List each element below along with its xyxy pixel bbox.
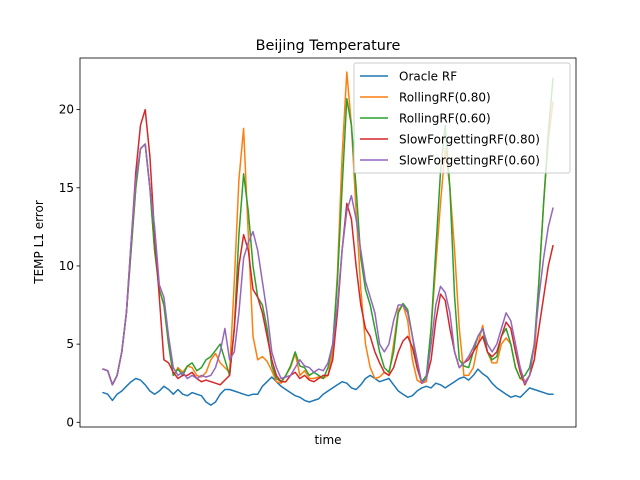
y-tick-label: 15 <box>59 181 74 195</box>
y-tick-label: 5 <box>66 337 74 351</box>
series-line-0 <box>102 368 554 406</box>
y-tick-label: 10 <box>59 259 74 273</box>
y-tick-label: 20 <box>59 103 74 117</box>
x-axis-label: time <box>314 433 341 447</box>
chart-title: Beijing Temperature <box>256 38 401 54</box>
legend: Oracle RF RollingRF(0.80) RollingRF(0.60) S… <box>353 62 571 174</box>
series-line-4 <box>102 143 554 386</box>
y-axis-label: TEMP L1 error <box>32 200 46 285</box>
y-tick-label: 0 <box>66 415 74 429</box>
plot-frame <box>79 57 577 428</box>
legend-label-1: RollingRF(0.80) <box>399 91 491 105</box>
y-axis: 0 5 10 15 20 <box>59 103 80 429</box>
plot-lines <box>102 71 554 406</box>
legend-label-2: RollingRF(0.60) <box>399 112 491 126</box>
series-line-3 <box>102 108 554 386</box>
legend-label-4: SlowForgettingRF(0.60) <box>399 154 540 168</box>
legend-box <box>353 62 571 174</box>
legend-label-3: SlowForgettingRF(0.80) <box>399 133 540 147</box>
legend-label-0: Oracle RF <box>399 70 457 84</box>
